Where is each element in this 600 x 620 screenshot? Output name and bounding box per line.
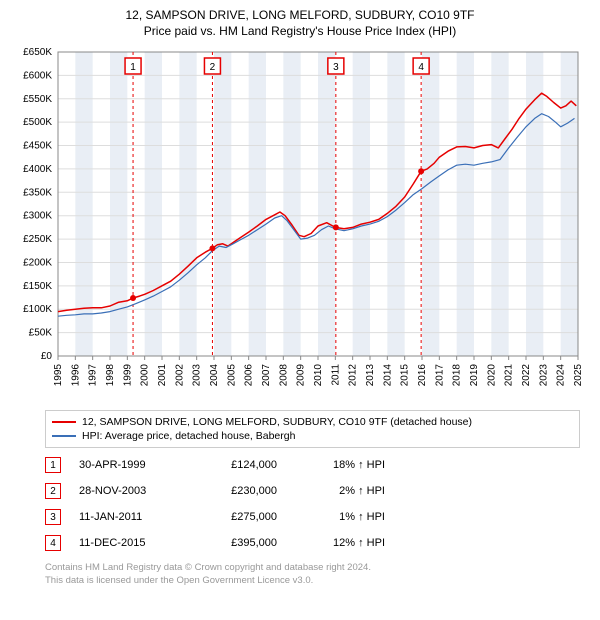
event-row: 3 11-JAN-2011 £275,000 1% ↑ HPI: [45, 504, 580, 530]
svg-text:£300K: £300K: [23, 211, 52, 222]
events-table: 1 30-APR-1999 £124,000 18% ↑ HPI 2 28-NOV-200…: [45, 452, 580, 556]
svg-text:2022: 2022: [521, 364, 532, 387]
event-delta: 18% ↑ HPI: [295, 459, 385, 471]
event-row: 1 30-APR-1999 £124,000 18% ↑ HPI: [45, 452, 580, 478]
svg-text:4: 4: [418, 62, 424, 73]
svg-text:2023: 2023: [538, 364, 549, 387]
svg-text:2004: 2004: [209, 364, 220, 387]
legend-swatch: [52, 421, 76, 423]
event-delta: 1% ↑ HPI: [295, 511, 385, 523]
footer-line2: This data is licensed under the Open Gov…: [45, 575, 580, 588]
svg-text:2006: 2006: [244, 364, 255, 387]
svg-text:1995: 1995: [53, 364, 64, 387]
svg-text:2017: 2017: [434, 364, 445, 387]
svg-text:£0: £0: [41, 351, 53, 362]
svg-text:£600K: £600K: [23, 70, 52, 81]
event-price: £230,000: [197, 485, 277, 497]
svg-text:2019: 2019: [469, 364, 480, 387]
title-address: 12, SAMPSON DRIVE, LONG MELFORD, SUDBURY…: [10, 8, 590, 22]
svg-text:2005: 2005: [226, 364, 237, 387]
svg-text:2010: 2010: [313, 364, 324, 387]
svg-text:1: 1: [130, 62, 136, 73]
event-marker: 4: [45, 535, 61, 551]
event-date: 30-APR-1999: [79, 459, 179, 471]
svg-text:£650K: £650K: [23, 47, 52, 58]
svg-text:£350K: £350K: [23, 187, 52, 198]
svg-text:2021: 2021: [504, 364, 515, 387]
svg-text:1997: 1997: [88, 364, 99, 387]
svg-text:£200K: £200K: [23, 257, 52, 268]
event-row: 4 11-DEC-2015 £395,000 12% ↑ HPI: [45, 530, 580, 556]
svg-text:£450K: £450K: [23, 141, 52, 152]
svg-text:2000: 2000: [140, 364, 151, 387]
legend-item: HPI: Average price, detached house, Babe…: [52, 429, 573, 443]
svg-text:2001: 2001: [157, 364, 168, 387]
event-marker: 2: [45, 483, 61, 499]
svg-text:2025: 2025: [573, 364, 584, 387]
svg-text:2024: 2024: [556, 364, 567, 387]
event-marker: 3: [45, 509, 61, 525]
legend: 12, SAMPSON DRIVE, LONG MELFORD, SUDBURY…: [45, 410, 580, 448]
svg-text:£500K: £500K: [23, 117, 52, 128]
title-subtitle: Price paid vs. HM Land Registry's House …: [10, 24, 590, 38]
svg-text:£250K: £250K: [23, 234, 52, 245]
legend-swatch: [52, 435, 76, 437]
svg-text:£400K: £400K: [23, 164, 52, 175]
svg-text:2014: 2014: [382, 364, 393, 387]
event-price: £124,000: [197, 459, 277, 471]
svg-text:2012: 2012: [348, 364, 359, 387]
event-row: 2 28-NOV-2003 £230,000 2% ↑ HPI: [45, 478, 580, 504]
legend-label: 12, SAMPSON DRIVE, LONG MELFORD, SUDBURY…: [82, 416, 472, 428]
svg-text:2011: 2011: [330, 364, 341, 386]
svg-text:2020: 2020: [486, 364, 497, 387]
svg-text:2002: 2002: [174, 364, 185, 387]
svg-text:2016: 2016: [417, 364, 428, 387]
svg-text:£100K: £100K: [23, 304, 52, 315]
event-price: £395,000: [197, 537, 277, 549]
svg-text:2007: 2007: [261, 364, 272, 387]
legend-item: 12, SAMPSON DRIVE, LONG MELFORD, SUDBURY…: [52, 415, 573, 429]
svg-text:2003: 2003: [192, 364, 203, 387]
price-chart: £0 £50K £100K £150K £200K £250K £300K £350K £400…: [10, 44, 590, 404]
svg-text:2015: 2015: [400, 364, 411, 387]
event-date: 11-JAN-2011: [79, 511, 179, 523]
footer-line1: Contains HM Land Registry data © Crown c…: [45, 562, 580, 575]
legend-label: HPI: Average price, detached house, Babe…: [82, 430, 295, 442]
svg-text:1998: 1998: [105, 364, 116, 387]
svg-text:£550K: £550K: [23, 94, 52, 105]
event-price: £275,000: [197, 511, 277, 523]
svg-text:1999: 1999: [122, 364, 133, 387]
svg-text:£150K: £150K: [23, 281, 52, 292]
event-marker: 1: [45, 457, 61, 473]
svg-text:2: 2: [210, 62, 216, 73]
svg-text:2008: 2008: [278, 364, 289, 387]
event-date: 28-NOV-2003: [79, 485, 179, 497]
svg-text:2013: 2013: [365, 364, 376, 387]
event-date: 11-DEC-2015: [79, 537, 179, 549]
svg-text:2009: 2009: [296, 364, 307, 387]
event-delta: 12% ↑ HPI: [295, 537, 385, 549]
event-delta: 2% ↑ HPI: [295, 485, 385, 497]
svg-text:3: 3: [333, 62, 339, 73]
svg-text:£50K: £50K: [29, 328, 53, 339]
svg-text:1996: 1996: [70, 364, 81, 387]
footer-attribution: Contains HM Land Registry data © Crown c…: [45, 562, 580, 588]
svg-text:2018: 2018: [452, 364, 463, 387]
